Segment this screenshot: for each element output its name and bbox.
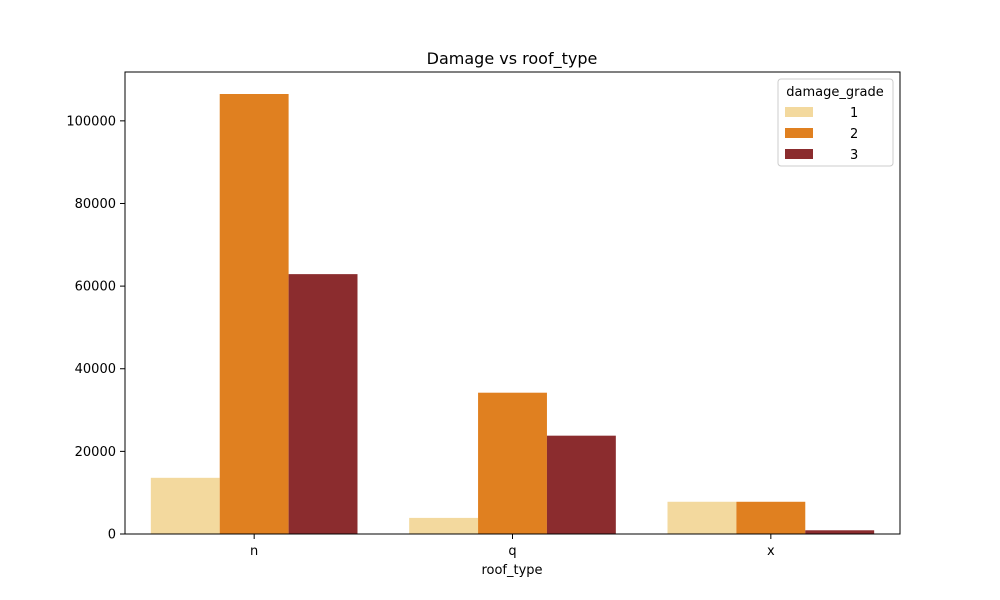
x-axis-title: roof_type [481, 563, 542, 578]
y-tick-label: 0 [108, 528, 116, 543]
x-tick-label-n: n [250, 544, 258, 559]
plot-frame [124, 71, 901, 535]
y-tick-label: 100000 [66, 114, 116, 129]
legend-label-grade-2: 2 [850, 127, 858, 142]
bar-q-grade-1 [409, 517, 479, 534]
legend-title: damage_grade [786, 85, 883, 100]
bar-n-grade-2 [219, 94, 289, 534]
legend: damage_grade 1 2 3 [777, 78, 894, 167]
bar-x-grade-3 [805, 530, 875, 534]
y-tick-label: 20000 [75, 445, 116, 460]
legend-swatch-grade-3 [785, 149, 813, 159]
bar-x-grade-2 [736, 501, 806, 534]
y-tick-label: 60000 [75, 280, 116, 295]
bar-q-grade-2 [478, 392, 547, 534]
chart-title: Damage vs roof_type [427, 49, 598, 69]
bar-n-grade-1 [150, 477, 220, 534]
y-axis: 0 20000 40000 60000 80000 100000 [66, 114, 125, 543]
legend-swatch-grade-1 [785, 107, 813, 117]
bar-n-grade-3 [288, 274, 358, 534]
legend-swatch-grade-2 [785, 128, 813, 138]
legend-label-grade-1: 1 [850, 106, 858, 121]
legend-label-grade-3: 3 [850, 148, 858, 163]
bar-x-grade-1 [667, 501, 737, 534]
bar-q-grade-3 [546, 435, 616, 534]
bars-group [150, 94, 875, 534]
x-tick-label-q: q [508, 544, 516, 559]
x-tick-label-x: x [767, 544, 775, 559]
legend-box [777, 78, 894, 167]
y-tick-label: 80000 [75, 197, 116, 212]
y-tick-label: 40000 [75, 362, 116, 377]
